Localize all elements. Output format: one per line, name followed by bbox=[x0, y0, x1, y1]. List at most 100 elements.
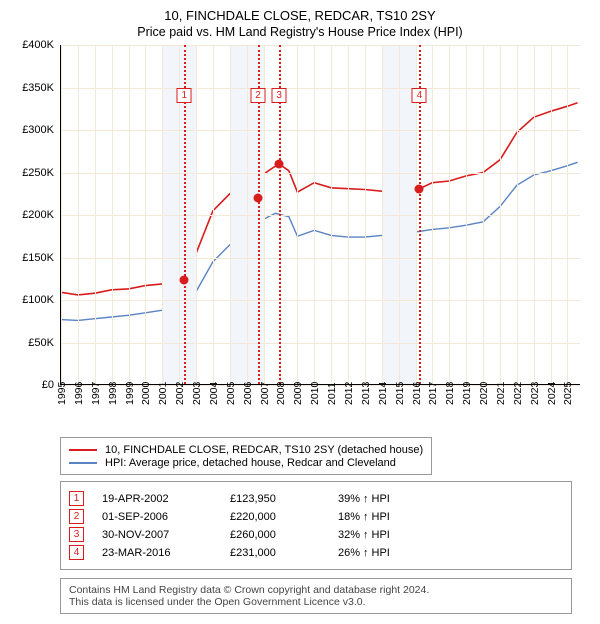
y-tick-label: £200K bbox=[22, 209, 54, 221]
sale-row: 423-MAR-2016£231,00026%↑ HPI bbox=[69, 545, 563, 560]
x-tick-label: 2008 bbox=[275, 382, 287, 405]
sale-date: 01-SEP-2006 bbox=[102, 511, 212, 523]
sale-diff-vs: HPI bbox=[372, 529, 390, 541]
sale-diff-pct: 32% bbox=[338, 529, 360, 541]
gridline-vertical bbox=[95, 45, 96, 384]
sale-diff: 18%↑ HPI bbox=[338, 511, 390, 523]
y-tick-label: £100K bbox=[22, 294, 54, 306]
x-tick-label: 2021 bbox=[495, 382, 507, 405]
gridline-vertical bbox=[297, 45, 298, 384]
gridline-vertical bbox=[500, 45, 501, 384]
y-tick-label: £0 bbox=[42, 379, 54, 391]
gridline-vertical bbox=[382, 45, 383, 384]
chart-container: 10, FINCHDALE CLOSE, REDCAR, TS10 2SY Pr… bbox=[0, 0, 600, 624]
gridline-vertical bbox=[314, 45, 315, 384]
titles: 10, FINCHDALE CLOSE, REDCAR, TS10 2SY Pr… bbox=[12, 8, 588, 39]
gridline-vertical bbox=[213, 45, 214, 384]
gridline-vertical bbox=[365, 45, 366, 384]
gridline-vertical bbox=[230, 45, 231, 384]
x-tick-label: 2007 bbox=[259, 382, 271, 405]
y-tick-label: £400K bbox=[22, 39, 54, 51]
x-tick-label: 1996 bbox=[73, 382, 85, 405]
footer-note: Contains HM Land Registry data © Crown c… bbox=[60, 578, 572, 614]
arrow-up-icon: ↑ bbox=[363, 529, 369, 541]
x-tick-label: 1995 bbox=[56, 382, 68, 405]
y-tick-label: £250K bbox=[22, 167, 54, 179]
x-tick-label: 2013 bbox=[360, 382, 372, 405]
legend-label: HPI: Average price, detached house, Redc… bbox=[105, 457, 396, 469]
x-tick-label: 2022 bbox=[512, 382, 524, 405]
gridline-horizontal bbox=[61, 88, 580, 89]
x-tick-label: 2024 bbox=[546, 382, 558, 405]
sale-marker-box: 2 bbox=[251, 88, 266, 103]
legend-swatch bbox=[69, 449, 97, 451]
gridline-vertical bbox=[247, 45, 248, 384]
gridline-vertical bbox=[551, 45, 552, 384]
sale-diff-pct: 18% bbox=[338, 511, 360, 523]
sale-diff-vs: HPI bbox=[372, 547, 390, 559]
legend: 10, FINCHDALE CLOSE, REDCAR, TS10 2SY (d… bbox=[60, 437, 432, 475]
gridline-vertical bbox=[129, 45, 130, 384]
sales-table: 119-APR-2002£123,95039%↑ HPI201-SEP-2006… bbox=[60, 481, 572, 570]
x-tick-label: 2017 bbox=[427, 382, 439, 405]
sale-marker-dot bbox=[254, 194, 263, 203]
x-tick-label: 2004 bbox=[208, 382, 220, 405]
gridline-vertical bbox=[162, 45, 163, 384]
x-tick-label: 2011 bbox=[326, 382, 338, 405]
x-tick-label: 2005 bbox=[225, 382, 237, 405]
sale-number-box: 4 bbox=[69, 545, 84, 560]
sale-diff: 26%↑ HPI bbox=[338, 547, 390, 559]
x-tick-label: 2009 bbox=[292, 382, 304, 405]
legend-label: 10, FINCHDALE CLOSE, REDCAR, TS10 2SY (d… bbox=[105, 444, 423, 456]
sale-marker-dot bbox=[180, 275, 189, 284]
plot-area: 1234 bbox=[60, 45, 580, 385]
chart-area: £0£50K£100K£150K£200K£250K£300K£350K£400… bbox=[12, 45, 588, 415]
x-tick-label: 2012 bbox=[343, 382, 355, 405]
gridline-vertical bbox=[348, 45, 349, 384]
y-tick-label: £50K bbox=[28, 337, 54, 349]
arrow-up-icon: ↑ bbox=[363, 547, 369, 559]
sale-diff-vs: HPI bbox=[372, 493, 390, 505]
y-tick-label: £300K bbox=[22, 124, 54, 136]
sale-marker-box: 3 bbox=[272, 88, 287, 103]
x-tick-label: 2023 bbox=[529, 382, 541, 405]
gridline-horizontal bbox=[61, 300, 580, 301]
x-tick-label: 2003 bbox=[191, 382, 203, 405]
gridline-vertical bbox=[78, 45, 79, 384]
gridline-vertical bbox=[61, 45, 62, 384]
footer-line: This data is licensed under the Open Gov… bbox=[69, 596, 563, 608]
x-tick-label: 2020 bbox=[478, 382, 490, 405]
gridline-vertical bbox=[112, 45, 113, 384]
x-tick-label: 2014 bbox=[377, 382, 389, 405]
sale-number-box: 3 bbox=[69, 527, 84, 542]
x-tick-label: 2006 bbox=[242, 382, 254, 405]
sale-row: 2 01-SEP-2006 £220,000 18%↑ HPI bbox=[69, 509, 563, 524]
gridline-vertical bbox=[449, 45, 450, 384]
sale-row: 119-APR-2002£123,95039%↑ HPI bbox=[69, 491, 563, 506]
gridline-vertical bbox=[483, 45, 484, 384]
sale-date: 30-NOV-2007 bbox=[102, 529, 212, 541]
sale-marker-dot bbox=[415, 184, 424, 193]
arrow-up-icon: ↑ bbox=[363, 511, 369, 523]
gridline-vertical bbox=[145, 45, 146, 384]
sale-diff-pct: 39% bbox=[338, 493, 360, 505]
x-tick-label: 2015 bbox=[394, 382, 406, 405]
sale-price: £260,000 bbox=[230, 529, 320, 541]
sale-marker-dot bbox=[275, 160, 284, 169]
x-tick-label: 2001 bbox=[157, 382, 169, 405]
sale-number-box: 2 bbox=[69, 509, 84, 524]
sale-price: £220,000 bbox=[230, 511, 320, 523]
gridline-horizontal bbox=[61, 45, 580, 46]
legend-item: HPI: Average price, detached house, Redc… bbox=[69, 457, 423, 469]
sale-marker-box: 4 bbox=[412, 88, 427, 103]
sale-date: 19-APR-2002 bbox=[102, 493, 212, 505]
x-tick-label: 2016 bbox=[411, 382, 423, 405]
footer-line: Contains HM Land Registry data © Crown c… bbox=[69, 584, 563, 596]
sale-diff-vs: HPI bbox=[372, 511, 390, 523]
sale-diff-pct: 26% bbox=[338, 547, 360, 559]
gridline-horizontal bbox=[61, 343, 580, 344]
sale-number-box: 1 bbox=[69, 491, 84, 506]
gridline-horizontal bbox=[61, 215, 580, 216]
x-tick-label: 2000 bbox=[140, 382, 152, 405]
x-tick-label: 2019 bbox=[461, 382, 473, 405]
